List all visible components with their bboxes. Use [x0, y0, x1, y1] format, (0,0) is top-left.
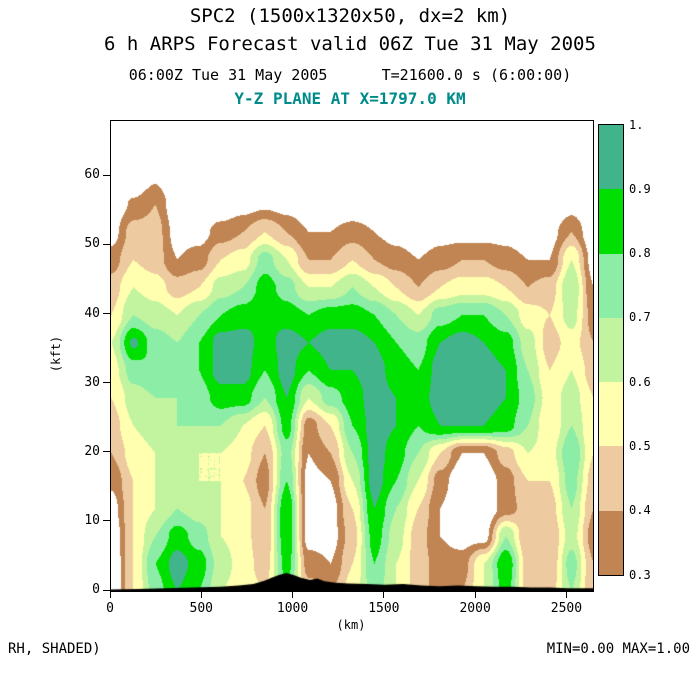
colorbar-label: 0.8	[629, 246, 651, 261]
x-axis-title: (km)	[336, 618, 366, 632]
colorbar-label: 0.9	[629, 181, 651, 196]
colorbar-label: 0.5	[629, 438, 651, 453]
y-tick-label: 60	[84, 167, 100, 183]
minmax-label: MIN=0.00 MAX=1.00	[546, 641, 690, 657]
page-title: SPC2 (1500x1320x50, dx=2 km)	[189, 5, 511, 27]
colorbar-label: 0.4	[629, 503, 651, 518]
x-tick-label: 2000	[459, 601, 491, 616]
x-tick-mark	[474, 591, 476, 598]
colorbar-segment	[599, 382, 623, 447]
colorbar: 0.3 0.4 0.5 0.6 0.7 0.8 0.9 1.	[598, 118, 670, 582]
y-tick-mark	[103, 520, 110, 522]
x-tick-mark	[383, 591, 385, 598]
colorbar-bar	[598, 124, 624, 576]
y-tick-mark	[103, 589, 110, 591]
colorbar-segment	[599, 446, 623, 511]
colorbar-segment	[599, 125, 623, 190]
colorbar-label: 0.3	[629, 567, 651, 582]
valid-time-line: 06:00Z Tue 31 May 2005 T=21600.0 s (6:00…	[128, 66, 572, 84]
colorbar-segment	[599, 253, 623, 318]
y-tick-mark	[103, 243, 110, 245]
y-tick-mark	[103, 382, 110, 384]
colorbar-label: 1.	[629, 117, 644, 132]
colorbar-label: 0.6	[629, 374, 651, 389]
x-tick-label: 1500	[368, 601, 400, 616]
plane-label: Y-Z PLANE AT X=1797.0 KM	[234, 89, 466, 108]
x-tick-mark	[565, 591, 567, 598]
y-tick-label: 50	[84, 236, 100, 252]
forecast-title: 6 h ARPS Forecast valid 06Z Tue 31 May 2…	[104, 33, 596, 55]
colorbar-segment	[599, 317, 623, 383]
y-tick-mark	[103, 174, 110, 176]
y-tick-label: 20	[84, 443, 100, 459]
colorbar-segment	[599, 510, 623, 575]
field-label: RH, SHADED)	[8, 641, 101, 657]
y-tick-label: 30	[84, 374, 100, 390]
y-axis-title: (kft)	[49, 335, 63, 373]
y-tick-mark	[103, 451, 110, 453]
x-tick-label: 0	[106, 601, 114, 616]
y-tick-label: 0	[92, 582, 100, 597]
y-tick-label: 10	[84, 512, 100, 528]
x-tick-label: 500	[189, 601, 214, 616]
x-tick-mark	[109, 591, 111, 598]
y-tick-label: 40	[84, 305, 100, 321]
contour-canvas	[111, 121, 593, 591]
colorbar-segment	[599, 189, 623, 254]
x-tick-label: 2500	[550, 601, 583, 616]
plot-area	[110, 120, 594, 592]
x-tick-label: 1000	[276, 601, 309, 616]
colorbar-label: 0.7	[629, 310, 651, 325]
x-tick-mark	[292, 591, 294, 598]
y-tick-mark	[103, 313, 110, 315]
x-tick-mark	[200, 591, 202, 598]
